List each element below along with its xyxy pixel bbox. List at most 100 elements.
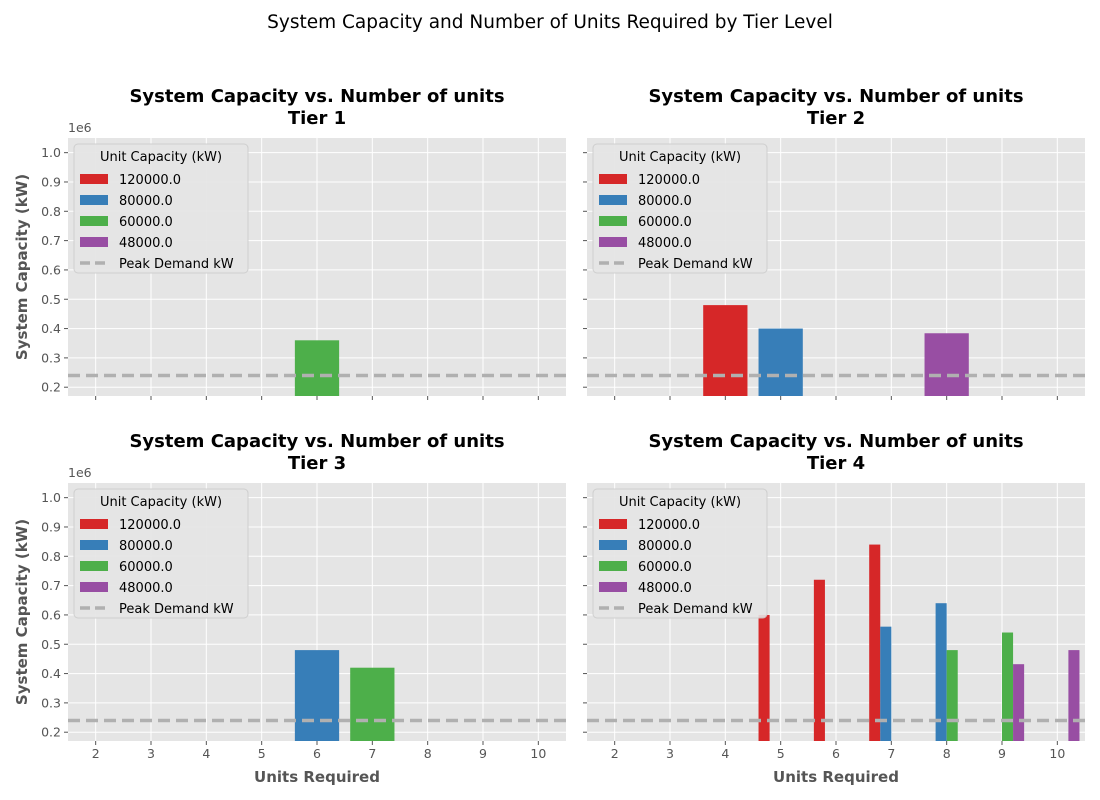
- legend-swatch: [599, 519, 627, 529]
- legend-swatch: [80, 237, 108, 247]
- subplot-subtitle: Tier 4: [807, 453, 865, 474]
- subplot-tier-4: 2 3 4 5 6 7 8 9 10 System Capacity vs. Number of …: [583, 431, 1085, 786]
- subplot-title: System Capacity vs. Number of units: [129, 86, 504, 107]
- legend-entry-label: 80000.0: [638, 194, 692, 209]
- legend-entry-label: 48000.0: [638, 581, 692, 596]
- legend-swatch: [80, 540, 108, 550]
- y-axis-label: System Capacity (kW): [13, 519, 31, 705]
- x-tick-label: 9: [998, 746, 1006, 761]
- legend-title: Unit Capacity (kW): [619, 150, 741, 165]
- bar: [880, 626, 892, 741]
- y-tick-label: 0.3: [41, 695, 61, 710]
- y-tick-label: 0.7: [41, 233, 61, 248]
- y-tick-label: 0.6: [41, 607, 61, 622]
- legend-swatch: [80, 582, 108, 592]
- x-tick-label: 8: [943, 746, 951, 761]
- legend-swatch: [599, 195, 627, 205]
- x-tick-label: 10: [530, 746, 546, 761]
- legend-swatch: [80, 216, 108, 226]
- bar: [1013, 664, 1025, 741]
- x-axis-label: Units Required: [254, 768, 380, 786]
- legend-entry-label: 48000.0: [119, 236, 173, 251]
- bar: [946, 650, 958, 741]
- bar: [935, 603, 947, 741]
- y-tick-label: 0.9: [41, 174, 61, 189]
- subplot-subtitle: Tier 3: [288, 453, 346, 474]
- subplot-title: System Capacity vs. Number of units: [648, 86, 1023, 107]
- legend-entry-label: 60000.0: [638, 215, 692, 230]
- bar: [924, 333, 969, 396]
- x-tick-label: 6: [832, 746, 840, 761]
- bar: [294, 650, 340, 741]
- x-tick-label: 8: [424, 746, 432, 761]
- legend-swatch: [599, 582, 627, 592]
- subplot-subtitle: Tier 2: [807, 108, 865, 129]
- legend-entry-label: Peak Demand kW: [119, 257, 234, 272]
- legend-box: [73, 488, 249, 619]
- y-tick-label: 1.0: [41, 490, 61, 505]
- legend-box: [592, 143, 768, 274]
- bar: [758, 614, 770, 741]
- legend-box: [592, 488, 768, 619]
- legend-swatch: [599, 216, 627, 226]
- y-tick-label: 0.3: [41, 350, 61, 365]
- y-offset-label: 1e6: [68, 120, 92, 135]
- legend-entry-label: 120000.0: [638, 518, 700, 533]
- legend-entry-label: Peak Demand kW: [638, 257, 753, 272]
- y-tick-label: 0.7: [41, 578, 61, 593]
- y-tick-label: 0.2: [41, 725, 61, 740]
- x-tick-label: 3: [666, 746, 674, 761]
- legend-swatch: [80, 174, 108, 184]
- y-tick-label: 0.9: [41, 519, 61, 534]
- x-tick-label: 2: [611, 746, 619, 761]
- x-tick-label: 7: [887, 746, 895, 761]
- x-tick-label: 4: [202, 746, 210, 761]
- legend-entry-label: 48000.0: [638, 236, 692, 251]
- x-tick-label: 9: [479, 746, 487, 761]
- legend-entry-label: Peak Demand kW: [119, 602, 234, 617]
- x-tick-label: 6: [313, 746, 321, 761]
- x-tick-label: 10: [1049, 746, 1065, 761]
- bar: [813, 579, 825, 741]
- legend-entry-label: 60000.0: [638, 560, 692, 575]
- legend-swatch: [80, 195, 108, 205]
- x-tick-label: 4: [721, 746, 729, 761]
- y-tick-label: 0.4: [41, 666, 61, 681]
- bar: [758, 328, 803, 396]
- legend-entry-label: 120000.0: [119, 173, 181, 188]
- legend-swatch: [599, 540, 627, 550]
- legend-box: [73, 143, 249, 274]
- legend-entry-label: 80000.0: [119, 194, 173, 209]
- legend-entry-label: 60000.0: [119, 560, 173, 575]
- y-tick-label: 0.8: [41, 204, 61, 219]
- x-tick-label: 5: [258, 746, 266, 761]
- bar: [350, 667, 395, 741]
- subplot-tier-1: 0.2 0.3 0.4 0.5 0.6 0.7 0.8 0.9 1.0 1e6 System Cap…: [13, 86, 566, 400]
- legend-entry-label: 120000.0: [119, 518, 181, 533]
- y-tick-label: 1.0: [41, 145, 61, 160]
- x-axis-label: Units Required: [773, 768, 899, 786]
- x-tick-label: 5: [777, 746, 785, 761]
- legend-entry-label: 60000.0: [119, 215, 173, 230]
- y-tick-label: 0.6: [41, 262, 61, 277]
- bar: [1002, 632, 1014, 741]
- legend-entry-label: 80000.0: [119, 539, 173, 554]
- y-tick-label: 0.5: [41, 292, 61, 307]
- bar: [703, 305, 748, 396]
- legend-title: Unit Capacity (kW): [619, 495, 741, 510]
- y-tick-label: 0.4: [41, 321, 61, 336]
- bar: [1068, 650, 1080, 741]
- y-tick-label: 0.8: [41, 549, 61, 564]
- subplot-title: System Capacity vs. Number of units: [648, 431, 1023, 452]
- y-axis-label: System Capacity (kW): [13, 174, 31, 360]
- figure-title: System Capacity and Number of Units Requ…: [267, 12, 833, 33]
- legend-title: Unit Capacity (kW): [100, 150, 222, 165]
- legend-title: Unit Capacity (kW): [100, 495, 222, 510]
- legend-swatch: [80, 561, 108, 571]
- legend-entry-label: 48000.0: [119, 581, 173, 596]
- bar: [869, 544, 881, 741]
- legend-entry-label: 80000.0: [638, 539, 692, 554]
- legend-swatch: [599, 237, 627, 247]
- legend-entry-label: Peak Demand kW: [638, 602, 753, 617]
